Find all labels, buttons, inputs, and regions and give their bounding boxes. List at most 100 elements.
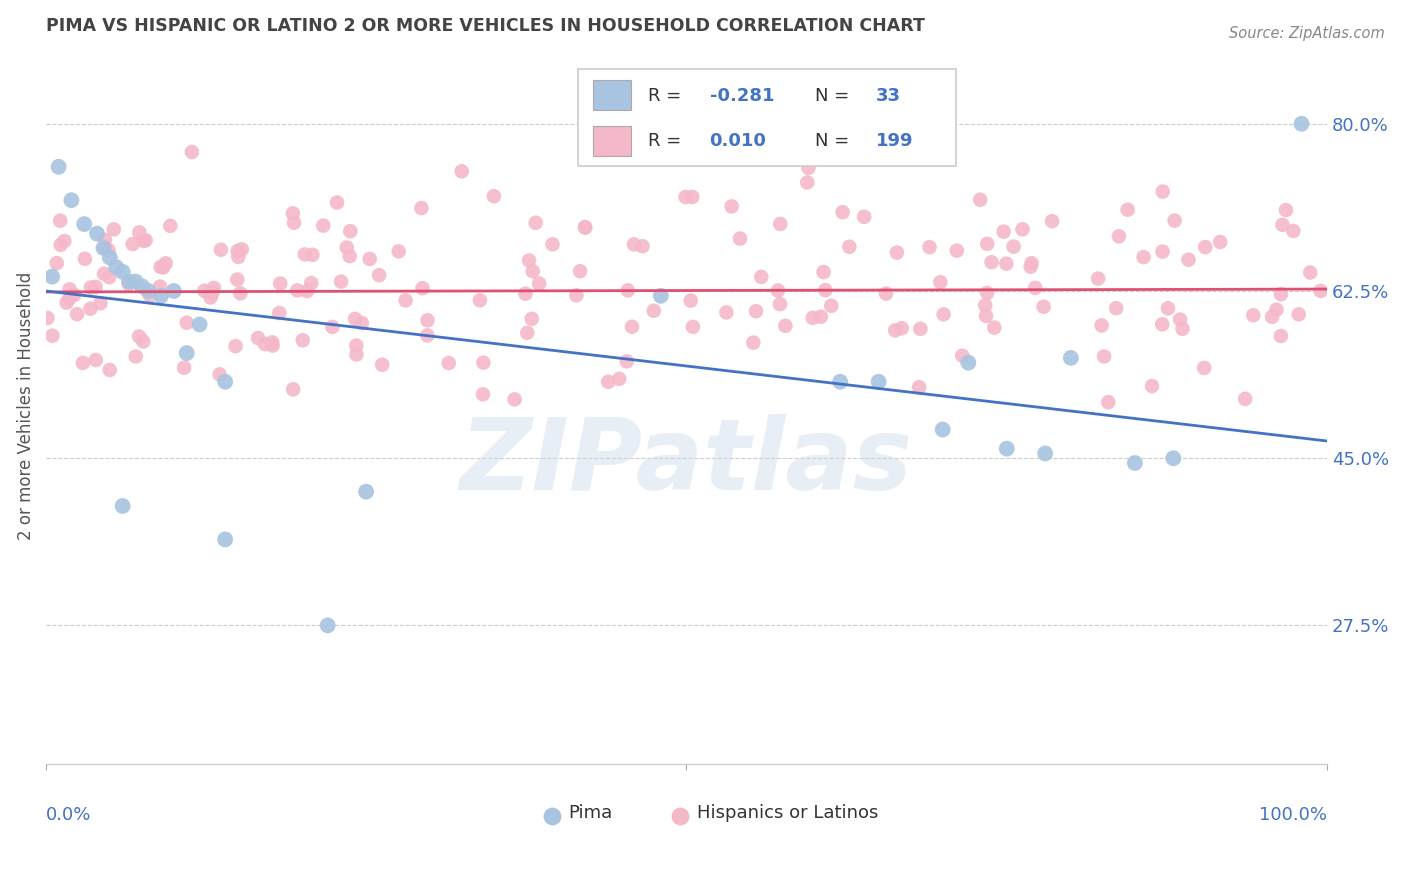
Point	[1275, 202, 1298, 217]
Point	[1152, 185, 1174, 199]
Point	[285, 284, 308, 298]
Point	[1282, 224, 1305, 238]
Point	[716, 305, 738, 319]
Point	[201, 285, 224, 300]
Point	[515, 286, 537, 301]
Point	[135, 233, 157, 247]
Point	[229, 286, 252, 301]
Point	[950, 349, 973, 363]
Point	[969, 193, 991, 207]
Point	[354, 484, 377, 499]
Point	[1291, 117, 1313, 131]
Point	[139, 288, 162, 302]
Point	[569, 264, 592, 278]
Point	[49, 237, 72, 252]
Point	[1177, 252, 1199, 267]
Point	[1152, 318, 1174, 332]
Point	[84, 280, 107, 294]
Point	[831, 205, 853, 219]
Point	[371, 358, 394, 372]
Point	[80, 280, 103, 294]
Point	[437, 356, 460, 370]
Point	[1116, 202, 1139, 217]
Point	[79, 301, 101, 316]
Point	[598, 375, 620, 389]
Point	[269, 306, 291, 320]
Point	[650, 289, 672, 303]
Point	[1234, 392, 1257, 406]
Point	[574, 220, 596, 235]
Point	[813, 265, 835, 279]
Point	[1299, 266, 1322, 280]
Text: Pima: Pima	[568, 804, 613, 822]
Point	[326, 195, 349, 210]
Point	[468, 293, 491, 308]
Point	[150, 289, 173, 303]
Point	[60, 193, 83, 207]
Point	[105, 260, 128, 274]
Point	[884, 323, 907, 337]
Point	[621, 319, 644, 334]
Point	[214, 375, 236, 389]
Point	[132, 234, 155, 248]
Point	[875, 286, 897, 301]
Point	[1011, 222, 1033, 236]
Y-axis label: 2 or more Vehicles in Household: 2 or more Vehicles in Household	[17, 271, 35, 540]
Point	[1105, 301, 1128, 315]
Point	[209, 243, 232, 257]
Point	[339, 224, 361, 238]
Point	[1024, 281, 1046, 295]
Text: R =: R =	[648, 87, 688, 105]
Point	[149, 260, 172, 274]
Point	[316, 618, 339, 632]
Point	[607, 372, 630, 386]
Point	[797, 161, 820, 175]
Point	[471, 387, 494, 401]
Text: Hispanics or Latinos: Hispanics or Latinos	[697, 804, 879, 822]
Point	[131, 279, 153, 293]
Point	[37, 311, 59, 326]
Point	[281, 206, 304, 220]
Point	[188, 318, 211, 332]
Point	[482, 189, 505, 203]
Point	[1097, 395, 1119, 409]
Point	[394, 293, 416, 308]
Point	[838, 240, 860, 254]
Point	[312, 219, 335, 233]
Text: 0.0%: 0.0%	[46, 805, 91, 823]
Point	[262, 338, 284, 352]
Point	[118, 277, 141, 291]
Point	[1019, 260, 1042, 274]
Point	[98, 270, 121, 285]
Point	[1270, 329, 1292, 343]
Point	[1123, 456, 1146, 470]
Point	[132, 334, 155, 349]
Point	[176, 346, 198, 360]
Point	[1132, 250, 1154, 264]
Point	[1108, 229, 1130, 244]
Point	[388, 244, 411, 259]
Point	[868, 375, 890, 389]
Point	[1163, 213, 1185, 227]
Point	[173, 360, 195, 375]
Point	[93, 267, 115, 281]
Point	[118, 275, 141, 289]
Point	[103, 222, 125, 236]
Point	[200, 290, 222, 304]
Point	[124, 275, 146, 289]
Point	[993, 225, 1015, 239]
Point	[49, 213, 72, 227]
Point	[728, 231, 751, 245]
Point	[1209, 235, 1232, 249]
Point	[111, 265, 134, 279]
Point	[1092, 350, 1115, 364]
Point	[136, 284, 159, 298]
Point	[1271, 218, 1294, 232]
Text: 199: 199	[876, 132, 914, 151]
Point	[541, 237, 564, 252]
Point	[1033, 446, 1056, 460]
Point	[742, 335, 765, 350]
Point	[1152, 244, 1174, 259]
Point	[946, 244, 969, 258]
Point	[1194, 240, 1216, 254]
